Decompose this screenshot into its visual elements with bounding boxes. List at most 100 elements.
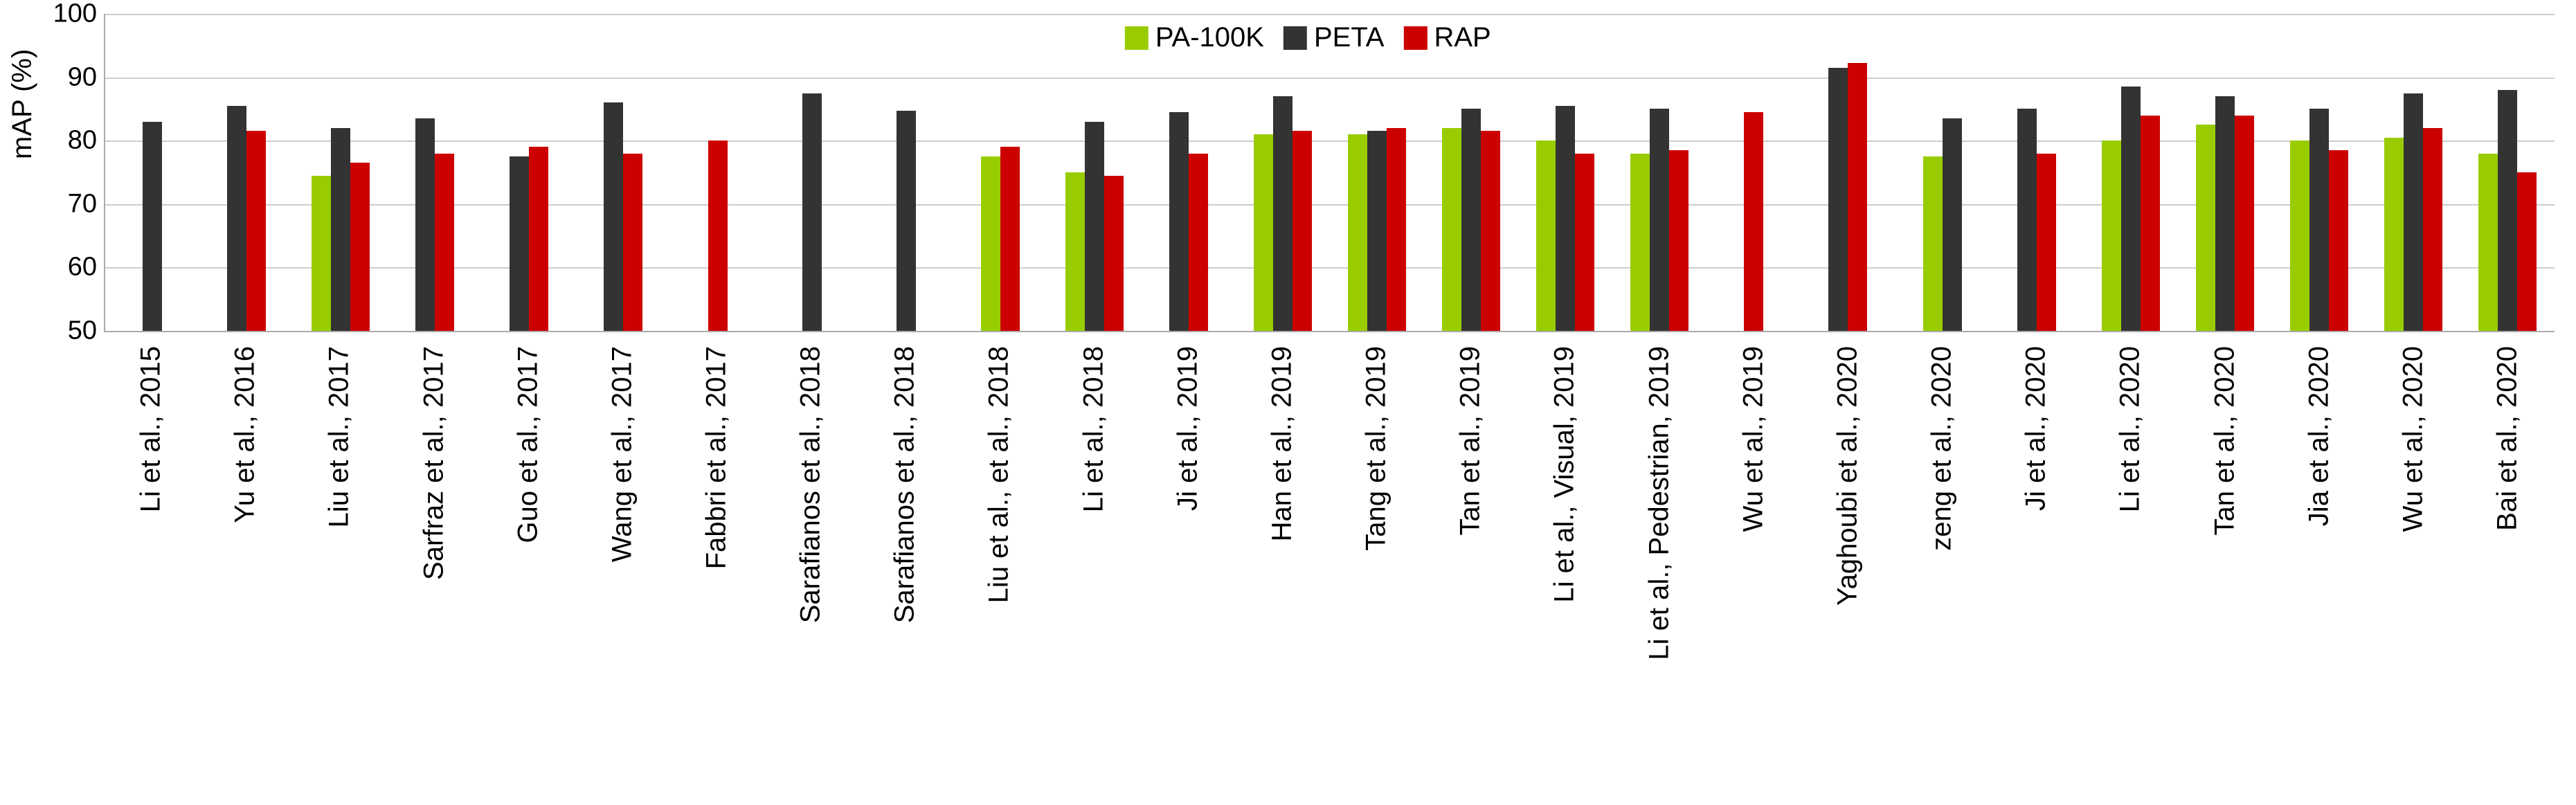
x-label-cell: Li et al., 2018 [1047,339,1141,796]
x-label-cell: Sarafianos et al., 2018 [764,339,858,796]
x-tick-label: zeng et al., 2020 [1927,346,1958,551]
bar-peta [1461,109,1481,331]
bars [1437,14,1505,331]
bar-group [2460,14,2555,331]
legend-label-rap: RAP [1434,22,1490,53]
bar-rap [623,154,642,331]
bar-peta [143,122,162,331]
x-label-cell: zeng et al., 2020 [1895,339,1989,796]
x-tick-label: Yaghoubi et al., 2020 [1832,346,1863,606]
bars [2474,14,2541,331]
bars [1155,14,1223,331]
x-tick-label: Yu et al., 2016 [230,346,261,523]
x-tick-label: Ji et al., 2020 [2021,346,2052,511]
bars [2191,14,2259,331]
legend-swatch-pa100k [1125,26,1149,50]
x-tick-label: Guo et al., 2017 [512,346,543,543]
bar-rap [1000,147,1020,331]
legend-swatch-rap [1403,26,1427,50]
bar-rap [2517,172,2537,331]
x-tick-label: Tan et al., 2019 [1455,346,1486,536]
y-tick-label: 90 [50,62,105,92]
bars [401,14,469,331]
y-tick-label: 80 [50,126,105,156]
bar-peta [1367,131,1387,331]
bar-rap [2235,116,2254,331]
x-label-cell: Wu et al., 2019 [1706,339,1801,796]
x-label-cell: Liu et al., 2017 [292,339,386,796]
bar-group [765,14,859,331]
bar-peta [2121,87,2141,331]
bars [1720,14,1787,331]
x-label-cell: Li et al., Visual, 2019 [1517,339,1612,796]
bar-group [1518,14,1612,331]
bar-peta [415,118,435,331]
bar-pa100k [2196,125,2215,331]
bar-group [1047,14,1142,331]
bar-group [1612,14,1706,331]
legend-item-rap: RAP [1403,22,1490,53]
bars [2285,14,2353,331]
bar-pa100k [312,176,331,331]
bar-group [2084,14,2178,331]
bar-rap [2141,116,2160,331]
bar-rap [1387,128,1406,331]
bar-group [670,14,764,331]
bars [118,14,186,331]
x-label-cell: Bai et al., 2020 [2460,339,2555,796]
x-label-cell: Wang et al., 2017 [575,339,669,796]
bar-group [859,14,953,331]
x-tick-label: Wang et al., 2017 [606,346,638,562]
bar-peta [2215,96,2235,331]
legend-item-pa100k: PA-100K [1125,22,1264,53]
bar-group [1236,14,1330,331]
bars [589,14,657,331]
bar-group [105,14,199,331]
x-label-cell: Tan et al., 2019 [1423,339,1517,796]
bar-peta [2309,109,2329,331]
bar-pa100k [2102,141,2121,331]
bar-peta [510,156,529,331]
legend-item-peta: PETA [1284,22,1385,53]
bars [2003,14,2071,331]
x-tick-label: Li et al., 2018 [1078,346,1109,512]
bars [1343,14,1411,331]
bar-pa100k [1254,134,1273,331]
bar-group [576,14,670,331]
bar-rap [246,131,266,331]
legend-label-pa100k: PA-100K [1155,22,1264,53]
bars [1625,14,1693,331]
bar-rap [2037,154,2056,331]
x-tick-label: Jia et al., 2020 [2303,346,2334,526]
x-tick-label: Wu et al., 2020 [2397,346,2429,532]
x-label-cell: Yaghoubi et al., 2020 [1801,339,1895,796]
bar-rap [350,163,370,331]
bar-pa100k [2478,154,2498,331]
bar-peta [227,106,246,331]
x-label-cell: Tang et al., 2019 [1329,339,1423,796]
bar-group [482,14,576,331]
x-label-cell: Wu et al., 2020 [2366,339,2460,796]
bar-rap [1669,150,1688,331]
bar-peta [1556,106,1575,331]
bar-rap [2423,128,2442,331]
bar-pa100k [1536,141,1556,331]
bar-pa100k [1923,156,1943,331]
bar-peta [2404,93,2423,332]
x-label-cell: Li et al., Pedestrian, 2019 [1612,339,1706,796]
bar-rap [1104,176,1124,331]
x-tick-label: Wu et al., 2019 [1738,346,1769,532]
bar-pa100k [1630,154,1650,331]
x-label-cell: Jia et al., 2020 [2272,339,2366,796]
bars [966,14,1034,331]
bars [778,14,846,331]
y-tick-label: 100 [50,0,105,29]
y-tick-label: 70 [50,189,105,219]
bars [1909,14,1976,331]
bar-pa100k [1348,134,1367,331]
bar-peta [802,93,822,332]
map-bar-chart: mAP (%) PA-100K PETA RAP 5060708090100 L… [0,0,2576,805]
x-tick-label: Bai et al., 2020 [2492,346,2523,531]
bar-peta [1273,96,1292,331]
legend-swatch-peta [1284,26,1307,50]
